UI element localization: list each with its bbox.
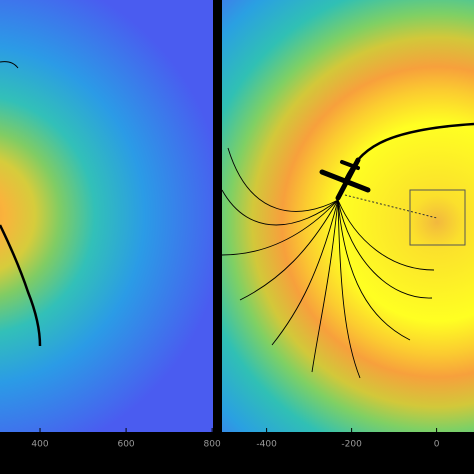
x-tick-label: 800 <box>204 440 221 450</box>
target-box <box>409 189 466 246</box>
aircraft <box>319 157 371 201</box>
x-tick-label: 600 <box>117 440 134 450</box>
heatmap <box>222 0 474 432</box>
x-tick-label: -200 <box>341 440 362 450</box>
right-panel <box>221 0 474 432</box>
trajectory <box>0 224 42 347</box>
x-tick-label: -400 <box>256 440 277 450</box>
x-tick-label: 0 <box>434 440 440 450</box>
trajectory <box>0 61 19 69</box>
heatmap <box>0 0 213 432</box>
x-tick-label: 400 <box>31 440 48 450</box>
candidate-paths <box>221 147 435 379</box>
left-panel <box>0 0 213 432</box>
